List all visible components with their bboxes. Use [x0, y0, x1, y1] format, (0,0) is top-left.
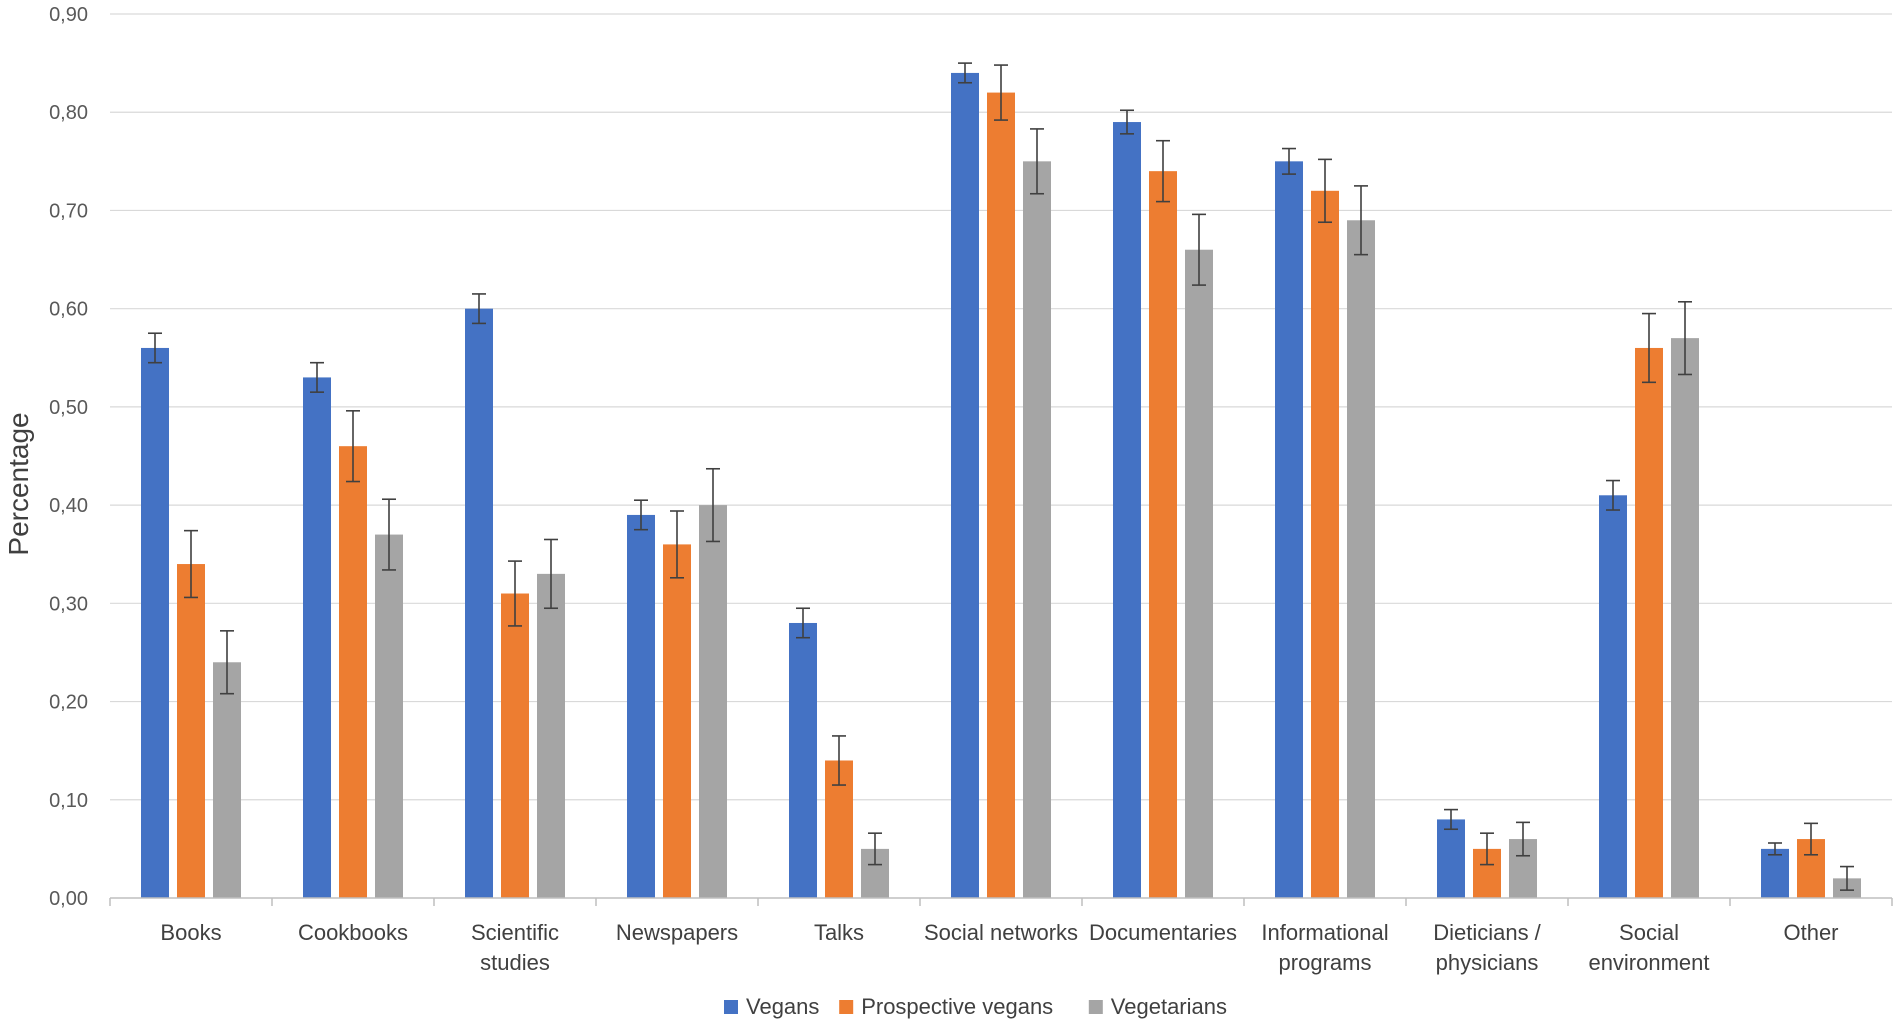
category-label: Talks	[814, 920, 864, 945]
category-label-line: physicians	[1436, 950, 1539, 975]
category-label-line: Informational	[1261, 920, 1388, 945]
x-axis-ticks	[109, 898, 1893, 906]
bar	[1113, 122, 1141, 899]
category-label: Scientific studies	[471, 920, 559, 975]
bar	[1023, 161, 1051, 899]
category-label: Other	[1783, 920, 1838, 945]
bar	[1599, 495, 1627, 898]
bar	[177, 564, 205, 898]
bars	[141, 72, 1861, 899]
category-label: Social environment	[1588, 920, 1709, 975]
bar	[1437, 819, 1465, 898]
bar	[1185, 249, 1213, 898]
bar	[537, 573, 565, 898]
category-label-line: Social	[1619, 920, 1679, 945]
bar	[1635, 347, 1663, 898]
y-tick-label: 0,70	[49, 200, 88, 222]
bar	[951, 72, 979, 898]
legend-swatch	[839, 1000, 854, 1014]
category-label-line: Books	[160, 920, 221, 945]
y-tick-label: 0,50	[49, 397, 88, 419]
bar	[339, 446, 367, 898]
legend: Vegans Prospective vegans Vegetarians	[724, 994, 1227, 1019]
category-label-line: Talks	[814, 920, 864, 945]
category-label-line: Newspapers	[616, 920, 738, 945]
category-label-line: environment	[1588, 950, 1709, 975]
category-label-line: studies	[480, 950, 550, 975]
error-bars	[148, 62, 1854, 891]
legend-swatch	[1088, 1000, 1103, 1014]
category-label: Newspapers	[616, 920, 738, 945]
bar	[375, 534, 403, 898]
legend-swatch	[724, 1000, 738, 1014]
bar	[663, 544, 691, 898]
y-tick-label: 0,10	[49, 790, 88, 812]
y-tick-label: 0,90	[49, 4, 88, 26]
category-label-line: Social networks	[924, 920, 1078, 945]
legend-label: Vegans	[746, 994, 819, 1019]
bar	[987, 92, 1015, 899]
category-label-line: programs	[1279, 950, 1372, 975]
bar	[1311, 190, 1339, 899]
bar	[213, 662, 241, 898]
y-tick-label: 0,00	[49, 888, 88, 910]
bar	[1671, 338, 1699, 899]
category-label: Cookbooks	[298, 920, 408, 945]
category-label: Informational programs	[1261, 920, 1388, 975]
category-label: Books	[160, 920, 221, 945]
y-tick-label: 0,20	[49, 692, 88, 714]
category-label-line: Other	[1783, 920, 1838, 945]
legend-label: Prospective vegans	[861, 994, 1053, 1019]
bar	[1275, 161, 1303, 899]
category-label: Documentaries	[1089, 920, 1237, 945]
bar	[465, 308, 493, 899]
legend-label: Vegetarians	[1111, 994, 1227, 1019]
y-tick-label: 0,30	[49, 593, 88, 615]
bar	[501, 593, 529, 898]
bar	[699, 505, 727, 898]
bar	[1149, 171, 1177, 899]
bar	[141, 347, 169, 898]
bar	[1347, 220, 1375, 898]
bar	[1761, 848, 1789, 898]
bar	[303, 377, 331, 898]
bar	[789, 622, 817, 898]
y-axis-title: Percentage	[3, 412, 34, 555]
category-label-line: Cookbooks	[298, 920, 408, 945]
y-axis-ticks: 0,00 0,10 0,20 0,30 0,40 0,50 0,60 0,70 0,80 0,90	[49, 4, 88, 910]
category-label-line: Scientific	[471, 920, 559, 945]
category-label-line: Documentaries	[1089, 920, 1237, 945]
category-label: Dieticians / physicians	[1433, 920, 1541, 975]
y-tick-label: 0,80	[49, 102, 88, 124]
category-labels: Books Cookbooks Scientific studies Newspaper…	[160, 920, 1838, 975]
y-tick-label: 0,40	[49, 495, 88, 517]
category-label-line: Dieticians /	[1433, 920, 1541, 945]
bar	[627, 514, 655, 898]
y-tick-label: 0,60	[49, 299, 88, 321]
category-label: Social networks	[924, 920, 1078, 945]
